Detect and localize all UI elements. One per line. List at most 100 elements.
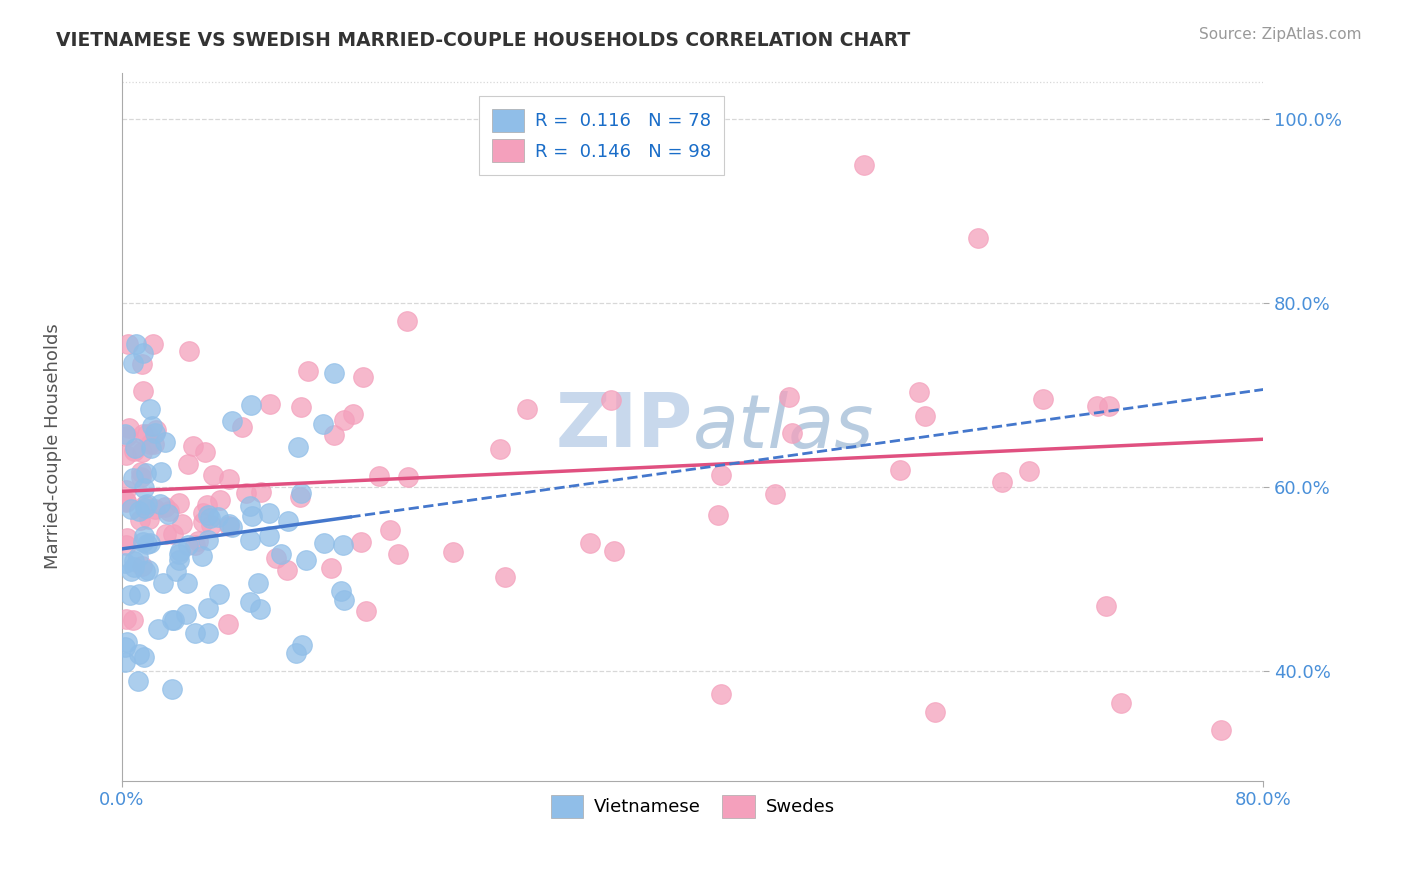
Point (177, 343, 200, 358)
Point (115, 483, 138, 498)
Point (221, 414, 243, 428)
Point (138, 563, 160, 577)
Point (239, 533, 262, 548)
Point (128, 513, 150, 527)
Point (120, 564, 142, 578)
Point (297, 364, 319, 378)
Point (218, 518, 240, 533)
Point (153, 500, 176, 514)
Point (264, 550, 287, 565)
Point (177, 457, 200, 471)
Point (149, 498, 172, 512)
Point (155, 527, 177, 541)
Point (152, 576, 174, 591)
Point (177, 538, 200, 552)
Point (367, 469, 389, 483)
Point (157, 504, 180, 518)
Point (763, 486, 786, 500)
Point (323, 366, 346, 380)
Point (132, 384, 155, 398)
Point (121, 613, 143, 627)
Point (312, 417, 335, 431)
Point (165, 564, 187, 578)
Text: Married-couple Households: Married-couple Households (45, 323, 62, 569)
Point (131, 465, 153, 479)
Point (218, 516, 240, 531)
Point (333, 592, 356, 607)
Point (350, 534, 373, 549)
Point (138, 536, 160, 550)
Point (259, 397, 281, 411)
Point (290, 401, 312, 415)
Point (852, 158, 875, 172)
Point (240, 398, 263, 412)
Point (115, 538, 138, 552)
Point (1085, 399, 1108, 413)
Point (991, 475, 1014, 489)
Point (291, 638, 314, 652)
Point (132, 529, 155, 543)
Point (218, 472, 240, 486)
Point (136, 427, 159, 442)
Point (132, 346, 155, 360)
Point (132, 650, 155, 665)
Point (114, 640, 136, 655)
Point (114, 557, 136, 571)
Point (194, 445, 217, 459)
Point (257, 506, 280, 520)
Point (141, 419, 163, 434)
Point (208, 587, 231, 601)
Point (778, 390, 800, 404)
Point (115, 532, 138, 546)
Point (142, 436, 165, 450)
Point (516, 401, 538, 416)
Point (141, 336, 163, 351)
Point (342, 407, 364, 421)
Point (441, 545, 464, 559)
Point (118, 421, 141, 435)
Point (122, 356, 145, 370)
Point (198, 511, 221, 525)
Point (131, 470, 153, 484)
Point (387, 548, 409, 562)
Point (146, 622, 169, 636)
Point (333, 413, 356, 427)
Point (914, 409, 936, 424)
Point (184, 538, 207, 552)
Point (323, 427, 346, 442)
Point (197, 533, 219, 547)
Point (287, 440, 309, 454)
Point (132, 481, 155, 495)
Point (270, 547, 292, 561)
Point (396, 470, 419, 484)
Point (143, 426, 166, 441)
Point (138, 512, 160, 526)
Point (332, 538, 354, 552)
Point (122, 554, 145, 568)
Point (162, 526, 184, 541)
Point (181, 439, 204, 453)
Point (184, 626, 207, 640)
Point (145, 423, 167, 437)
Point (907, 385, 929, 400)
Point (132, 426, 155, 441)
Point (139, 437, 162, 451)
Point (156, 507, 179, 521)
Point (489, 442, 512, 456)
Point (190, 549, 212, 563)
Point (115, 493, 138, 508)
Point (115, 448, 138, 462)
Point (1095, 599, 1118, 614)
Point (217, 617, 239, 632)
Point (169, 553, 191, 567)
Point (167, 547, 190, 561)
Point (579, 535, 602, 549)
Point (321, 560, 343, 574)
Point (167, 496, 190, 510)
Point (239, 500, 262, 514)
Point (125, 337, 148, 351)
Point (276, 563, 298, 577)
Point (290, 490, 312, 504)
Point (1109, 696, 1132, 710)
Point (127, 549, 149, 564)
